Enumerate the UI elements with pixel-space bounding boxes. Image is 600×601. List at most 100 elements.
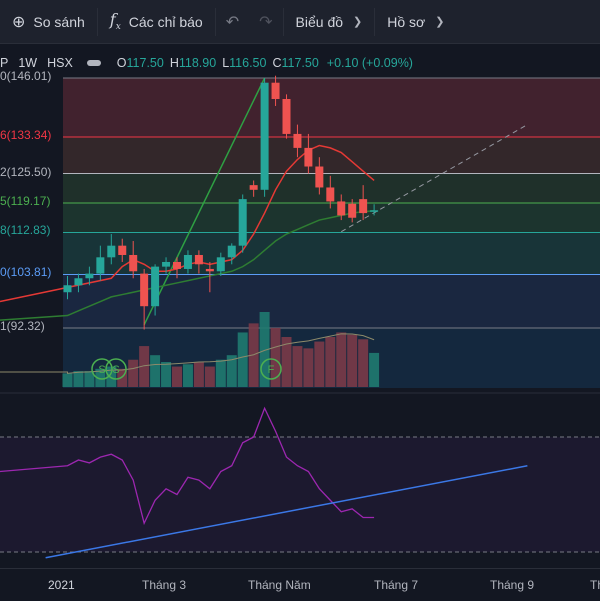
- volume-bar: [139, 346, 150, 387]
- candle-body: [359, 199, 368, 214]
- candle-body: [271, 82, 280, 100]
- volume-bar: [358, 339, 369, 387]
- time-axis-label: Tháng 3: [142, 578, 187, 592]
- fib-label: 8(112.83): [0, 223, 51, 238]
- green-trendline: [143, 77, 266, 326]
- candle-body: [348, 203, 357, 218]
- volume-bar: [314, 341, 325, 387]
- rsi-line: [0, 406, 375, 526]
- chevron-down-icon: ❯: [353, 16, 363, 28]
- candle-body: [140, 273, 149, 307]
- indicators-button[interactable]: fx Các chỉ báo: [98, 0, 215, 44]
- exchange-label: HSX: [47, 56, 73, 70]
- volume-bar: [161, 362, 172, 387]
- candle-body: [63, 285, 72, 293]
- close-key: C: [272, 56, 282, 70]
- volume-bar: [182, 364, 193, 387]
- toolbar-divider: [374, 7, 376, 36]
- candle-body: [293, 133, 302, 148]
- split-marker-letter: S: [112, 364, 119, 376]
- volume-bar: [281, 337, 292, 387]
- volume-bar: [106, 366, 117, 387]
- rsi-band: [0, 437, 600, 552]
- volume-bar: [215, 359, 226, 387]
- volume-bar: [303, 348, 314, 387]
- time-axis-label: Tháng 7: [374, 578, 419, 592]
- candle-body: [249, 185, 258, 190]
- candle-body: [315, 166, 324, 188]
- chevron-down-icon: ❯: [435, 16, 445, 28]
- toolbar-divider: [214, 7, 216, 36]
- chart-type-dropdown[interactable]: Biểu đồ ❯: [284, 0, 375, 44]
- toolbar-divider: [96, 7, 98, 36]
- time-axis-label: Th: [590, 578, 600, 592]
- time-axis[interactable]: [0, 568, 600, 601]
- open-key: O: [116, 56, 127, 70]
- volume-bar: [95, 368, 106, 387]
- hide-series-icon[interactable]: [86, 60, 101, 66]
- volume-bar: [292, 346, 303, 387]
- candle-body: [216, 257, 225, 272]
- candle-body: [326, 187, 335, 202]
- volume-bar: [84, 371, 95, 387]
- profile-dropdown[interactable]: Hồ sơ ❯: [375, 0, 456, 44]
- compare-button[interactable]: ⊕ So sánh: [0, 0, 97, 44]
- candle-body: [85, 273, 94, 279]
- fib-band: [63, 136, 600, 174]
- volume-bar: [237, 332, 248, 387]
- low-value: 116.50: [229, 56, 267, 70]
- time-axis-label: 2021: [48, 578, 75, 592]
- candle-body: [173, 261, 181, 269]
- top-toolbar: ⊕ So sánh fx Các chỉ báo ↶ ↷ Biểu đồ ❯ H…: [0, 0, 600, 44]
- candle-body: [238, 199, 247, 246]
- candle-body: [107, 245, 116, 258]
- interval-label[interactable]: 1W: [18, 56, 38, 70]
- function-icon: fx: [109, 10, 121, 33]
- volume-bar: [172, 366, 182, 387]
- slow-ma-line: [0, 210, 375, 321]
- candle-body: [129, 254, 138, 272]
- undo-button[interactable]: ↶: [216, 0, 249, 44]
- fib-label: 0(103.81): [0, 265, 52, 280]
- volume-bar: [204, 366, 215, 387]
- volume-bar: [73, 371, 84, 387]
- ohlc-legend: P 1W HSX O 117.50 H 118.90 L 116.50 C 117.50…: [0, 52, 413, 74]
- candle-body: [227, 245, 236, 258]
- volume-bar: [62, 373, 73, 387]
- fib-label: 2(125.50): [0, 164, 52, 179]
- fib-label: 6(133.34): [0, 127, 52, 142]
- candle-body: [282, 99, 291, 134]
- candle-body: [337, 201, 346, 216]
- fib-band: [63, 78, 600, 137]
- low-key: L: [222, 56, 230, 70]
- volume-bar: [369, 352, 380, 387]
- volume-bar: [259, 312, 270, 387]
- time-axis-label: Tháng 9: [490, 578, 535, 592]
- fib-lines: [63, 77, 600, 329]
- profile-label: Hồ sơ: [387, 13, 426, 30]
- split-marker-letter: S: [98, 364, 105, 376]
- volume-bar: [226, 355, 237, 387]
- volume-ma-line: [0, 333, 375, 374]
- undo-icon: ↶: [225, 13, 240, 31]
- volume-bars: [0, 312, 380, 387]
- candle-body: [74, 278, 83, 286]
- redo-button[interactable]: ↷: [249, 0, 282, 44]
- symbol-partial[interactable]: P: [0, 56, 9, 70]
- candle-body: [370, 210, 379, 212]
- fib-label: 5(119.17): [0, 193, 51, 208]
- fund-marker-letter: F: [268, 364, 275, 376]
- volume-bar: [128, 359, 139, 387]
- split-marker-ring: [91, 358, 113, 380]
- high-key: H: [169, 56, 179, 70]
- candle-body: [194, 254, 203, 265]
- fib-label: 1(92.32): [0, 319, 45, 333]
- plus-circle-icon: ⊕: [12, 13, 26, 31]
- fib-label: 0(146.01): [0, 69, 52, 83]
- volume-bar: [193, 362, 204, 387]
- trendlines: [143, 77, 528, 326]
- candles: [0, 75, 600, 394]
- time-axis-label: Tháng Năm: [248, 578, 311, 592]
- redo-icon: ↷: [259, 13, 273, 31]
